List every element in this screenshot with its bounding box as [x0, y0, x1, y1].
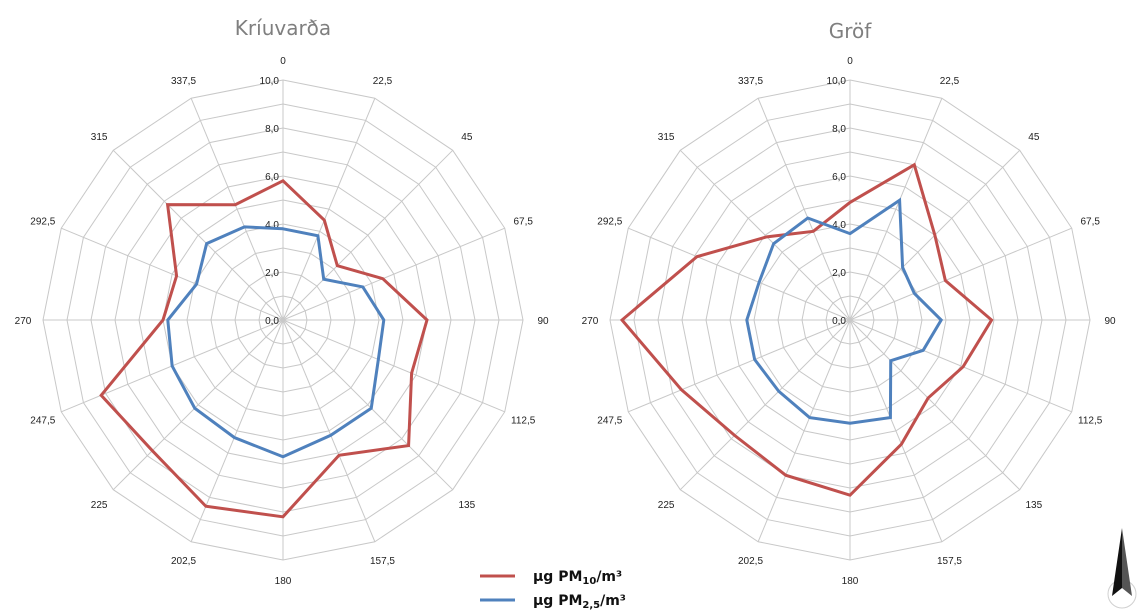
spoke: [112, 319, 284, 491]
radial-tick-label: 4,0: [832, 220, 846, 231]
angle-label: 90: [537, 316, 549, 327]
radial-tick-label: 8,0: [265, 124, 279, 135]
angle-label: 45: [461, 132, 473, 143]
spoke: [282, 227, 505, 321]
angle-label: 292,5: [30, 217, 55, 228]
spoke: [190, 98, 284, 321]
series-line-0: [99, 178, 429, 519]
north-label: N: [1117, 590, 1126, 603]
series-line-1: [745, 197, 944, 425]
spoke: [849, 227, 1072, 321]
radial-tick-label: 2,0: [832, 268, 846, 279]
legend-item-pm25: µg PM2,5/m³: [480, 593, 626, 611]
angle-label: 180: [842, 576, 859, 587]
spoke: [282, 319, 505, 413]
legend-item-pm10: µg PM10/m³: [480, 569, 622, 587]
spoke: [679, 149, 851, 321]
radial-tick-label: 10,0: [827, 76, 847, 87]
spoke: [849, 319, 943, 542]
series-line-0: [619, 162, 994, 497]
spoke: [849, 98, 943, 321]
radial-tick-label: 4,0: [265, 220, 279, 231]
angle-label: 0: [847, 56, 853, 67]
angle-label: 315: [91, 132, 108, 143]
radial-tick-label: 8,0: [832, 124, 846, 135]
angle-label: 157,5: [370, 556, 395, 567]
angle-label: 0: [280, 56, 286, 67]
angle-label: 135: [1026, 500, 1043, 511]
radar-chart-kriuvarda: Kríuvarða 0 22,5 45 67,5 90 112,5 135 157,5 180 20…: [15, 16, 549, 587]
spoke: [190, 319, 284, 542]
angle-label: 225: [658, 500, 675, 511]
angle-label: 202,5: [738, 556, 763, 567]
spoke: [757, 98, 851, 321]
chart-title: Kríuvarða: [235, 16, 331, 40]
radial-tick-label: 2,0: [265, 268, 279, 279]
spoke: [679, 319, 851, 491]
angle-label: 247,5: [30, 415, 55, 426]
angle-label: 337,5: [171, 76, 196, 87]
radial-tick-label: 6,0: [832, 172, 846, 183]
spoke: [61, 227, 284, 321]
radial-tick-label: 10,0: [260, 76, 280, 87]
legend: µg PM10/m³ µg PM2,5/m³: [480, 569, 626, 611]
angle-label: 22,5: [940, 76, 960, 87]
angle-label: 22,5: [373, 76, 393, 87]
spoke: [282, 319, 454, 491]
angle-label: 315: [658, 132, 675, 143]
series-line-1: [166, 225, 386, 459]
angle-label: 45: [1028, 132, 1040, 143]
angle-label: 270: [15, 316, 32, 327]
angle-label: 112,5: [1078, 415, 1103, 426]
angle-label: 202,5: [171, 556, 196, 567]
angle-label: 292,5: [597, 217, 622, 228]
angle-label: 67,5: [513, 217, 533, 228]
angle-label: 135: [459, 500, 476, 511]
radial-tick-label: 0,0: [832, 316, 846, 327]
spoke: [112, 149, 284, 321]
angle-label: 157,5: [937, 556, 962, 567]
spoke: [628, 319, 851, 413]
spoke: [282, 319, 376, 542]
angle-label: 270: [582, 316, 599, 327]
radial-tick-label: 6,0: [265, 172, 279, 183]
angle-label: 337,5: [738, 76, 763, 87]
legend-label-pm10: µg PM10/m³: [533, 569, 622, 587]
angle-label: 112,5: [511, 415, 536, 426]
radar-chart-grof: Gröf 0 22,5 45 67,5 90 112,5 135 157,5 180 202,5 22…: [582, 19, 1116, 587]
spoke: [849, 319, 1021, 491]
angle-label: 225: [91, 500, 108, 511]
spoke: [282, 149, 454, 321]
angle-label: 247,5: [597, 415, 622, 426]
angle-label: 67,5: [1080, 217, 1100, 228]
north-arrow: N: [1107, 528, 1137, 609]
legend-label-pm25: µg PM2,5/m³: [533, 593, 626, 611]
spoke: [757, 319, 851, 542]
angle-label: 180: [275, 576, 292, 587]
spoke: [849, 319, 1072, 413]
chart-title: Gröf: [829, 19, 873, 43]
spoke: [282, 98, 376, 321]
radial-tick-label: 0,0: [265, 316, 279, 327]
spoke: [628, 227, 851, 321]
angle-label: 90: [1104, 316, 1116, 327]
